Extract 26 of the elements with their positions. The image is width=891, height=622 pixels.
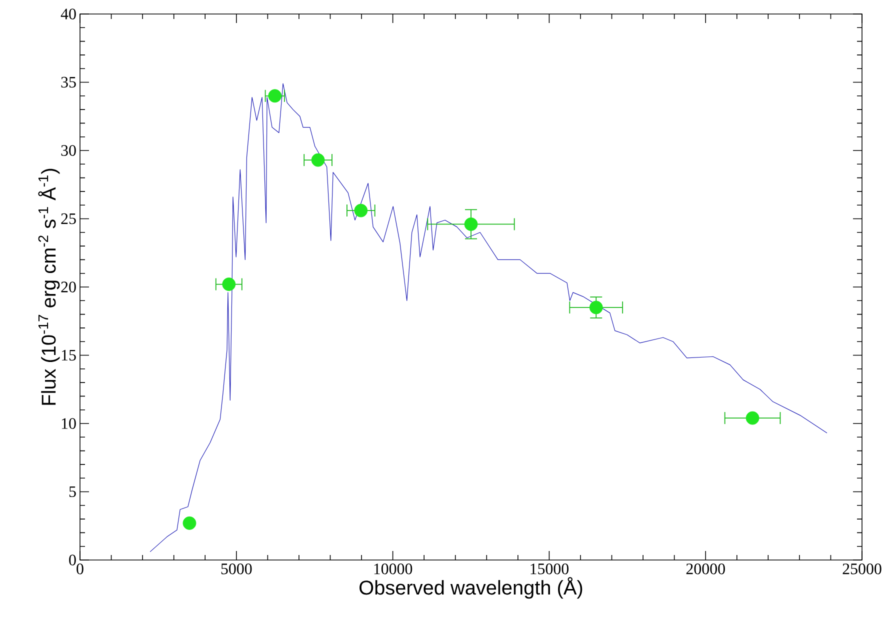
y-tick-label: 40 — [60, 8, 76, 20]
x-tick-label: 25000 — [842, 564, 882, 574]
text: Flux (10$^{-17}$ erg cm$^{-2}$ s$^{-1}$ Å$^{-1}$) — [38, 168, 60, 405]
y-tick-label: 0 — [69, 554, 76, 566]
y-tick-label: 10 — [62, 418, 76, 429]
point — [268, 89, 282, 103]
point — [354, 204, 368, 218]
y-tick-label: 15 — [62, 350, 76, 361]
x-tick-label: 20000 — [686, 564, 725, 574]
x-tick-label: 5000 — [221, 564, 252, 574]
point — [589, 300, 603, 314]
y-tick-label: 30 — [61, 145, 76, 156]
y-tick-label: 35 — [61, 76, 76, 88]
point — [222, 278, 236, 291]
line-series — [150, 83, 828, 552]
x-tick-label: 10000 — [374, 564, 412, 574]
y-tick-label: 20 — [61, 282, 76, 292]
point — [182, 516, 196, 530]
y-tick-label: 25 — [61, 213, 76, 224]
y-tick-label: 5 — [69, 486, 76, 498]
point — [311, 153, 325, 167]
x-tick-label: 15000 — [530, 564, 569, 574]
point — [464, 218, 478, 231]
x-axis-title: Observed wavelength (Å) — [360, 577, 582, 599]
point — [746, 411, 760, 425]
x-tick-label: 0 — [76, 564, 84, 574]
